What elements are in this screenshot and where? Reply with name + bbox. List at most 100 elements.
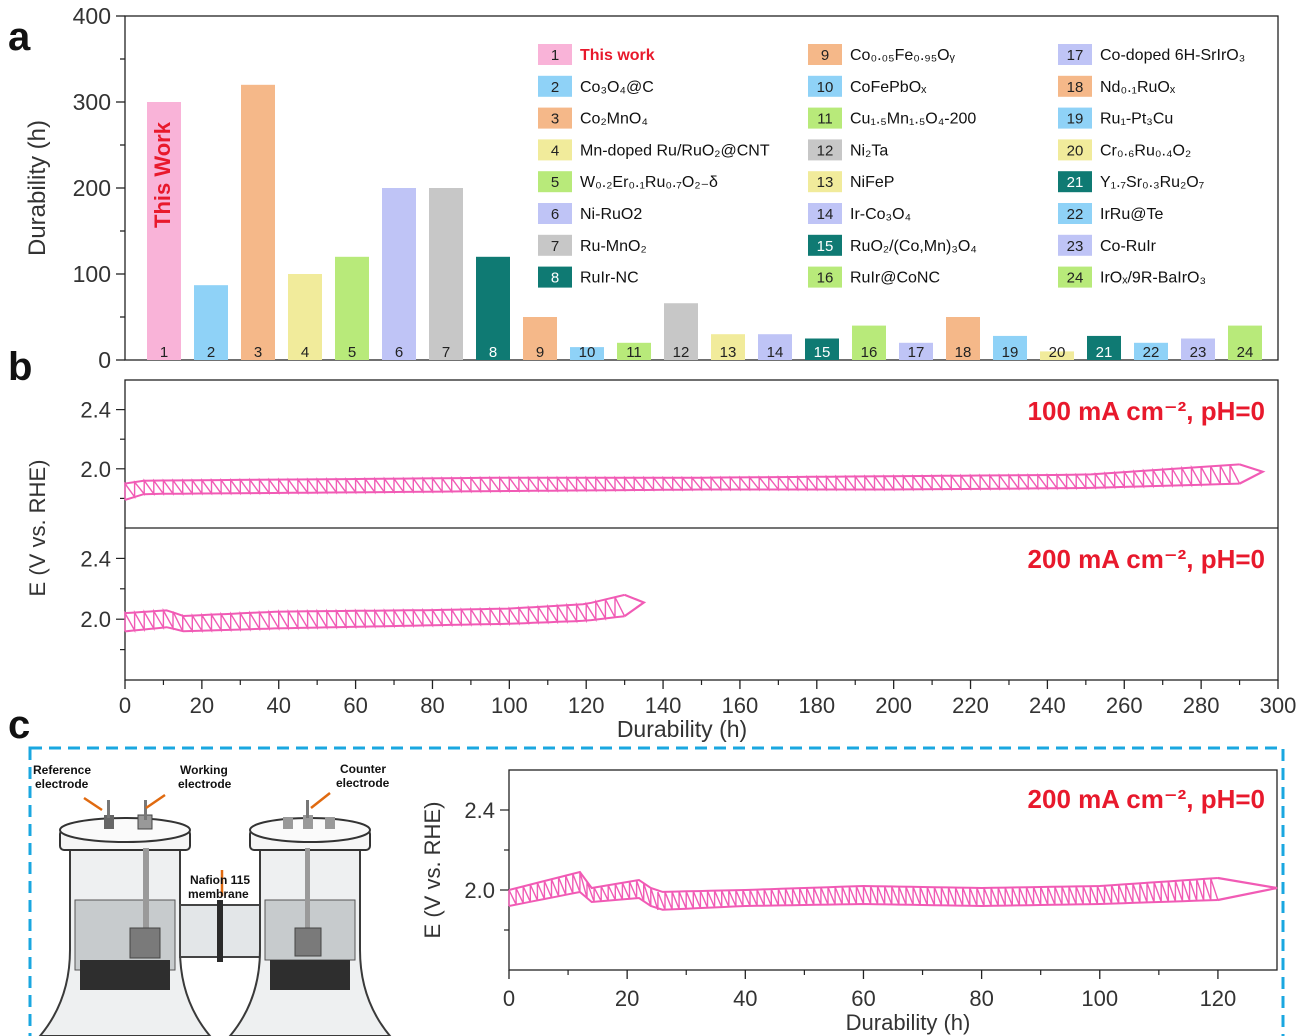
line-chart-panel-b: 0 20 40 60 80 100 120 140 160 180 200 220 240 260 280 3… [25,379,1297,742]
legend-label-6: Ni-RuO2 [580,206,642,223]
label-counter-electrode: Counter electrode [336,762,390,790]
legend-label-13: NiFeP [850,174,894,191]
legend-number: 7 [551,238,559,255]
legend-label-17: Co-doped 6H-SrIrO₃ [1100,47,1245,64]
label-working-electrode: Working electrode [178,763,232,791]
bar-15 [805,338,839,360]
legend-label-20: Cr₀.₆Ru₀.₄O₂ [1100,142,1191,159]
x-tick-label-b: 240 [1029,693,1066,718]
axis-label-y-c: E (V vs. RHE) [420,802,445,939]
legend-number: 24 [1067,270,1084,287]
x-tick-label-b: 300 [1260,693,1297,718]
x-tick-label-b: 120 [568,693,605,718]
series-trace-b2-lower-envelope [124,615,625,633]
y-tick-label-b: 2.4 [80,398,111,423]
legend-label-15: RuO₂/(Co,Mn)₃O₄ [850,238,977,255]
panel-label-a: a [8,15,31,59]
legend-number: 23 [1067,238,1084,255]
bar-number-label: 9 [536,344,544,361]
legend-label-12: Ni₂Ta [850,142,888,159]
bar-number-label: 19 [1002,344,1019,361]
bar-number-label: 7 [442,344,450,361]
legend-swatch-22 [1058,203,1092,224]
bar-14 [758,334,792,360]
legend-number: 14 [817,206,834,223]
legend-number: 20 [1067,142,1084,159]
bar-22 [1134,342,1168,360]
bar-12 [664,303,698,360]
series-trace-c-upper-envelope [508,870,1218,893]
legend-swatch-18 [1058,75,1092,97]
bar-number-label: 13 [720,344,737,361]
bar-19 [993,335,1027,360]
legend-number: 18 [1067,79,1084,96]
bar-number-label: 21 [1096,344,1113,361]
bar-number-label: 17 [908,344,925,361]
label-arrows [83,792,331,896]
x-tick-label-c: 80 [969,986,993,1011]
legend-label-10: CoFePbOₓ [850,79,927,96]
x-tick-label-b: 180 [798,693,835,718]
h-cell-diagram: Reference electrode Working electrode Coun… [33,762,392,1036]
y-tick-label-c: 2.4 [464,798,495,823]
legend-label-24: IrOₓ/9R-BaIrO₃ [1100,270,1206,287]
legend-swatch-12 [808,139,842,161]
bar-10 [570,347,604,360]
bar-8 [476,256,510,360]
legend-label-19: Ru₁-Pt₃Cu [1100,111,1173,128]
label-reference-electrode: Reference electrode [33,763,91,791]
legend-swatch-7 [538,234,572,256]
y-tick-label-c: 2.0 [464,878,495,903]
legend-number: 4 [551,142,559,159]
legend-label-1: This work [580,47,655,64]
y-tick-label-a: 200 [73,175,111,201]
legend-number: 10 [817,79,834,96]
bar-1 [147,102,181,360]
series-trace-b1-lower-envelope [124,482,1240,501]
legend-label-18: Nd₀.₁RuOₓ [1100,79,1176,96]
legend-label-9: Co₀.₀₅Fe₀.₉₅Oᵧ [850,47,956,64]
legend-label-5: W₀.₂Er₀.₁Ru₀.₇O₂₋δ [580,174,718,191]
legend-label-8: RuIr-NC [580,270,639,287]
bar-number-label: 8 [489,344,497,361]
x-tick-label-c: 120 [1200,986,1237,1011]
bar-number-label: 12 [673,344,690,361]
legend-swatch-10 [808,75,842,97]
legend-swatch-8 [538,266,572,288]
series-trace-b2-upper-envelope [124,593,625,618]
legend-number: 15 [817,238,834,255]
legend-label-14: Ir-Co₃O₄ [850,206,911,223]
bar-number-label: 11 [626,344,642,361]
legend-swatch-11 [808,107,842,129]
x-tick-label-b: 40 [266,693,290,718]
legend-label-16: RuIr@CoNC [850,270,940,287]
legend-label-22: IrRu@Te [1100,206,1163,223]
legend-swatch-20 [1058,139,1092,161]
legend-number: 13 [817,174,834,191]
legend-number: 12 [817,142,834,159]
x-tick-label-b: 200 [875,693,912,718]
legend-label-23: Co-RuIr [1100,238,1157,255]
legend-number: 1 [551,47,559,64]
legend-number: 5 [551,174,559,191]
bar-2 [194,285,228,360]
bar-23 [1181,338,1215,360]
bar-3 [241,84,275,361]
y-tick-label-b: 2.4 [80,546,111,571]
x-tick-label-b: 60 [343,693,367,718]
y-tick-label-b: 2.0 [80,607,111,632]
legend-label-2: Co₃O₄@C [580,79,654,96]
legend-swatch-14 [808,203,842,224]
legend-number: 21 [1067,174,1084,191]
legend-swatch-15 [808,234,842,256]
legend-swatch-9 [808,44,842,65]
axis-label-x-c: Durability (h) [846,1010,971,1035]
x-tick-label-c: 60 [851,986,875,1011]
x-tick-label-c: 100 [1081,986,1118,1011]
bar-13 [711,334,745,360]
annotation-b-top: 100 mA cm⁻², pH=0 [1028,396,1265,426]
legend-swatch-3 [538,107,572,129]
legend-number: 2 [551,79,559,96]
bar-20 [1040,351,1074,360]
